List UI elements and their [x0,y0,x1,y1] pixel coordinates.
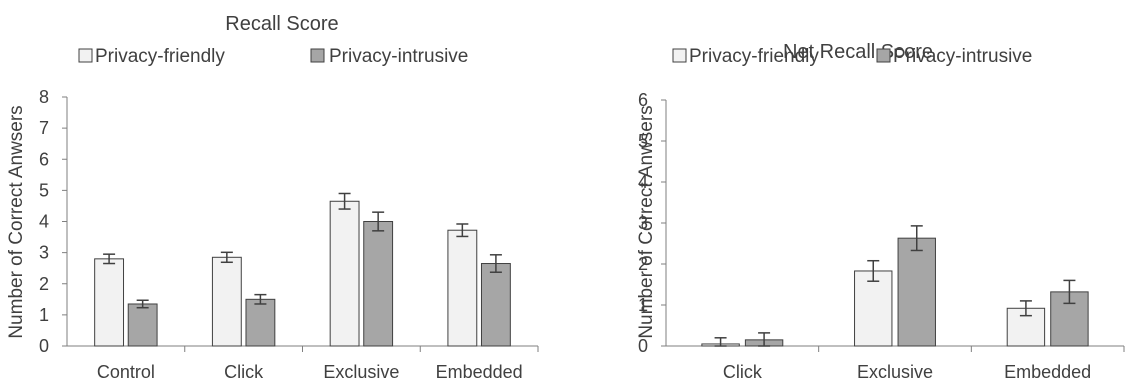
y-tick-label: 5 [638,131,648,151]
y-tick-label: 0 [638,336,648,356]
bar-privacy-friendly [211,256,242,347]
y-tick-label: 4 [39,212,49,232]
y-tick-label: 3 [638,213,648,233]
y-tick-label: 4 [638,172,648,192]
y-axis-label: Number of Correct Anwsers [6,105,27,338]
legend: Privacy-friendly Privacy-intrusive [78,46,468,67]
legend-swatch-privacy-intrusive [876,48,891,63]
y-tick-label: 0 [39,336,49,356]
legend-swatch-privacy-friendly [78,48,93,63]
y-tick-label: 8 [39,87,49,107]
y-axis-label: Number of Correct Anwsers [636,105,657,338]
x-category-label: Embedded [436,362,523,382]
bar-privacy-intrusive [127,303,158,347]
x-axis-categories: Click Exclusive Embedded [723,362,1091,382]
legend-label-privacy-intrusive: Privacy-intrusive [329,46,468,67]
legend-swatch-privacy-intrusive [310,48,325,63]
y-tick-label: 1 [39,305,49,325]
y-tick-label: 6 [638,90,648,110]
x-category-label: Embedded [1004,362,1091,382]
bar-privacy-intrusive [480,263,511,347]
y-tick-label: 2 [638,254,648,274]
legend-label-privacy-intrusive: Privacy-intrusive [893,46,1032,67]
bar-privacy-intrusive [245,298,276,347]
bar-privacy-friendly [854,270,893,347]
chart-title: Recall Score [225,13,338,35]
bars [701,225,1089,347]
legend-label-privacy-friendly: Privacy-friendly [689,46,819,67]
bar-privacy-friendly [329,200,360,347]
legend-swatch-privacy-friendly [672,48,687,63]
y-tick-label: 2 [39,274,49,294]
bar-privacy-intrusive [363,221,394,347]
bar-privacy-intrusive [897,237,936,347]
x-category-label: Control [97,362,155,382]
x-category-label: Click [224,362,264,382]
chart-recall-score: Recall Score Privacy-friendly Privacy-in… [6,13,539,382]
y-tick-label: 3 [39,243,49,263]
x-category-label: Exclusive [323,362,399,382]
bar-privacy-friendly [94,258,125,347]
chart-net-recall-score: Net Recall Score Privacy-friendly Privac… [636,41,1125,382]
axes [665,100,1125,352]
y-tick-label: 7 [39,118,49,138]
y-tick-label: 1 [638,295,648,315]
y-axis-ticks: 0 1 2 3 4 5 6 [638,90,666,356]
y-tick-label: 6 [39,149,49,169]
legend-label-privacy-friendly: Privacy-friendly [95,46,225,67]
x-axis-categories: Control Click Exclusive Embedded [97,362,523,382]
x-category-label: Click [723,362,763,382]
bar-privacy-friendly [447,229,478,347]
bars [94,192,511,347]
x-category-label: Exclusive [857,362,933,382]
chart-title: Net Recall Score [783,41,933,63]
y-tick-label: 5 [39,180,49,200]
legend: Privacy-friendly Privacy-intrusive [672,46,1032,67]
y-axis-ticks: 0 1 2 3 4 5 6 7 8 [39,87,67,356]
